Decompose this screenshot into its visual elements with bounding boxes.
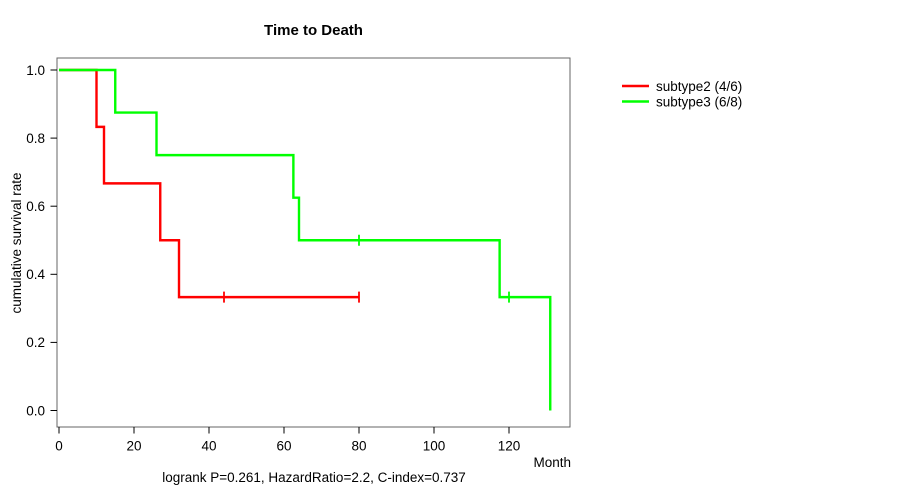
x-axis-ticks: 0 20 40 60 80 100 120 <box>55 427 520 454</box>
chart-legend: subtype2 (4/6)subtype3 (6/8) <box>622 79 742 109</box>
x-tick-label: 80 <box>351 439 366 454</box>
x-tick-label: 40 <box>201 439 216 454</box>
y-tick-label: 0.6 <box>26 199 45 214</box>
plot-box <box>56 57 571 428</box>
x-axis-label: Month <box>533 455 571 470</box>
legend-label: subtype3 (6/8) <box>656 94 742 109</box>
y-tick-label: 0.8 <box>26 131 45 146</box>
survival-curve-1 <box>59 68 359 299</box>
censor-marks <box>223 234 510 303</box>
legend-label: subtype2 (4/6) <box>656 79 742 94</box>
y-tick-label: 0.2 <box>26 335 45 350</box>
x-tick-label: 20 <box>126 439 141 454</box>
y-tick-label: 1.0 <box>26 63 45 78</box>
x-tick-label: 120 <box>498 439 521 454</box>
y-tick-label: 0.0 <box>26 403 45 418</box>
survival-curves <box>59 68 552 411</box>
x-tick-label: 60 <box>276 439 291 454</box>
survival-curve-2 <box>59 68 552 411</box>
y-tick-label: 0.4 <box>26 267 45 282</box>
x-tick-label: 100 <box>423 439 446 454</box>
y-axis-label: cumulative survival rate <box>9 172 24 313</box>
y-axis-ticks: 0.0 0.2 0.4 0.6 0.8 1.0 <box>26 63 57 418</box>
stats-caption: logrank P=0.261, HazardRatio=2.2, C-inde… <box>162 470 466 485</box>
x-tick-label: 0 <box>55 439 63 454</box>
chart-title: Time to Death <box>264 22 363 39</box>
